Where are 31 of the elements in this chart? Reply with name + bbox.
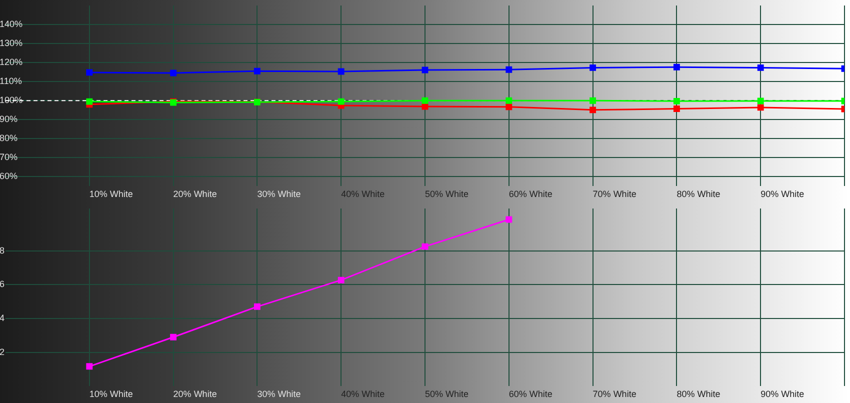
y-tick-label: 6 [0,279,5,290]
x-tick-label: 30% White [257,189,301,200]
x-tick-label: 50% White [425,189,469,200]
x-tick-label: 60% White [508,189,552,200]
y-tick-label: 8 [0,245,5,256]
y-tick-label: 4 [0,312,5,323]
y-tick-label: 120% [0,57,23,68]
x-tick-label: 80% White [676,389,720,400]
x-tick-label: 10% White [89,389,133,400]
y-tick-label: 90% [0,114,18,124]
x-tick-label: 90% White [760,389,804,400]
x-tick-label: 40% White [341,389,385,400]
x-tick-label: 40% White [341,189,385,200]
x-tick-label: 70% White [592,189,636,200]
x-tick-label: 20% White [173,189,217,200]
x-tick-label: 90% White [760,189,804,200]
y-tick-label: 110% [0,76,22,86]
y-tick-label: 60% [0,171,18,182]
x-tick-label: 10% White [89,189,133,200]
x-tick-label: 30% White [257,389,301,400]
y-tick-label: 100% [0,95,23,106]
x-tick-label: 60% White [508,389,552,400]
x-tick-label: 80% White [676,189,720,200]
x-tick-label: 50% White [425,389,469,400]
y-tick-label: 130% [0,38,23,48]
y-tick-label: 140% [0,19,23,30]
x-tick-label: 70% White [592,389,636,400]
y-tick-label: 70% [0,152,18,162]
y-tick-label: 80% [0,133,18,144]
x-tick-label: 20% White [173,389,217,400]
y-tick-label: 2 [0,346,5,357]
